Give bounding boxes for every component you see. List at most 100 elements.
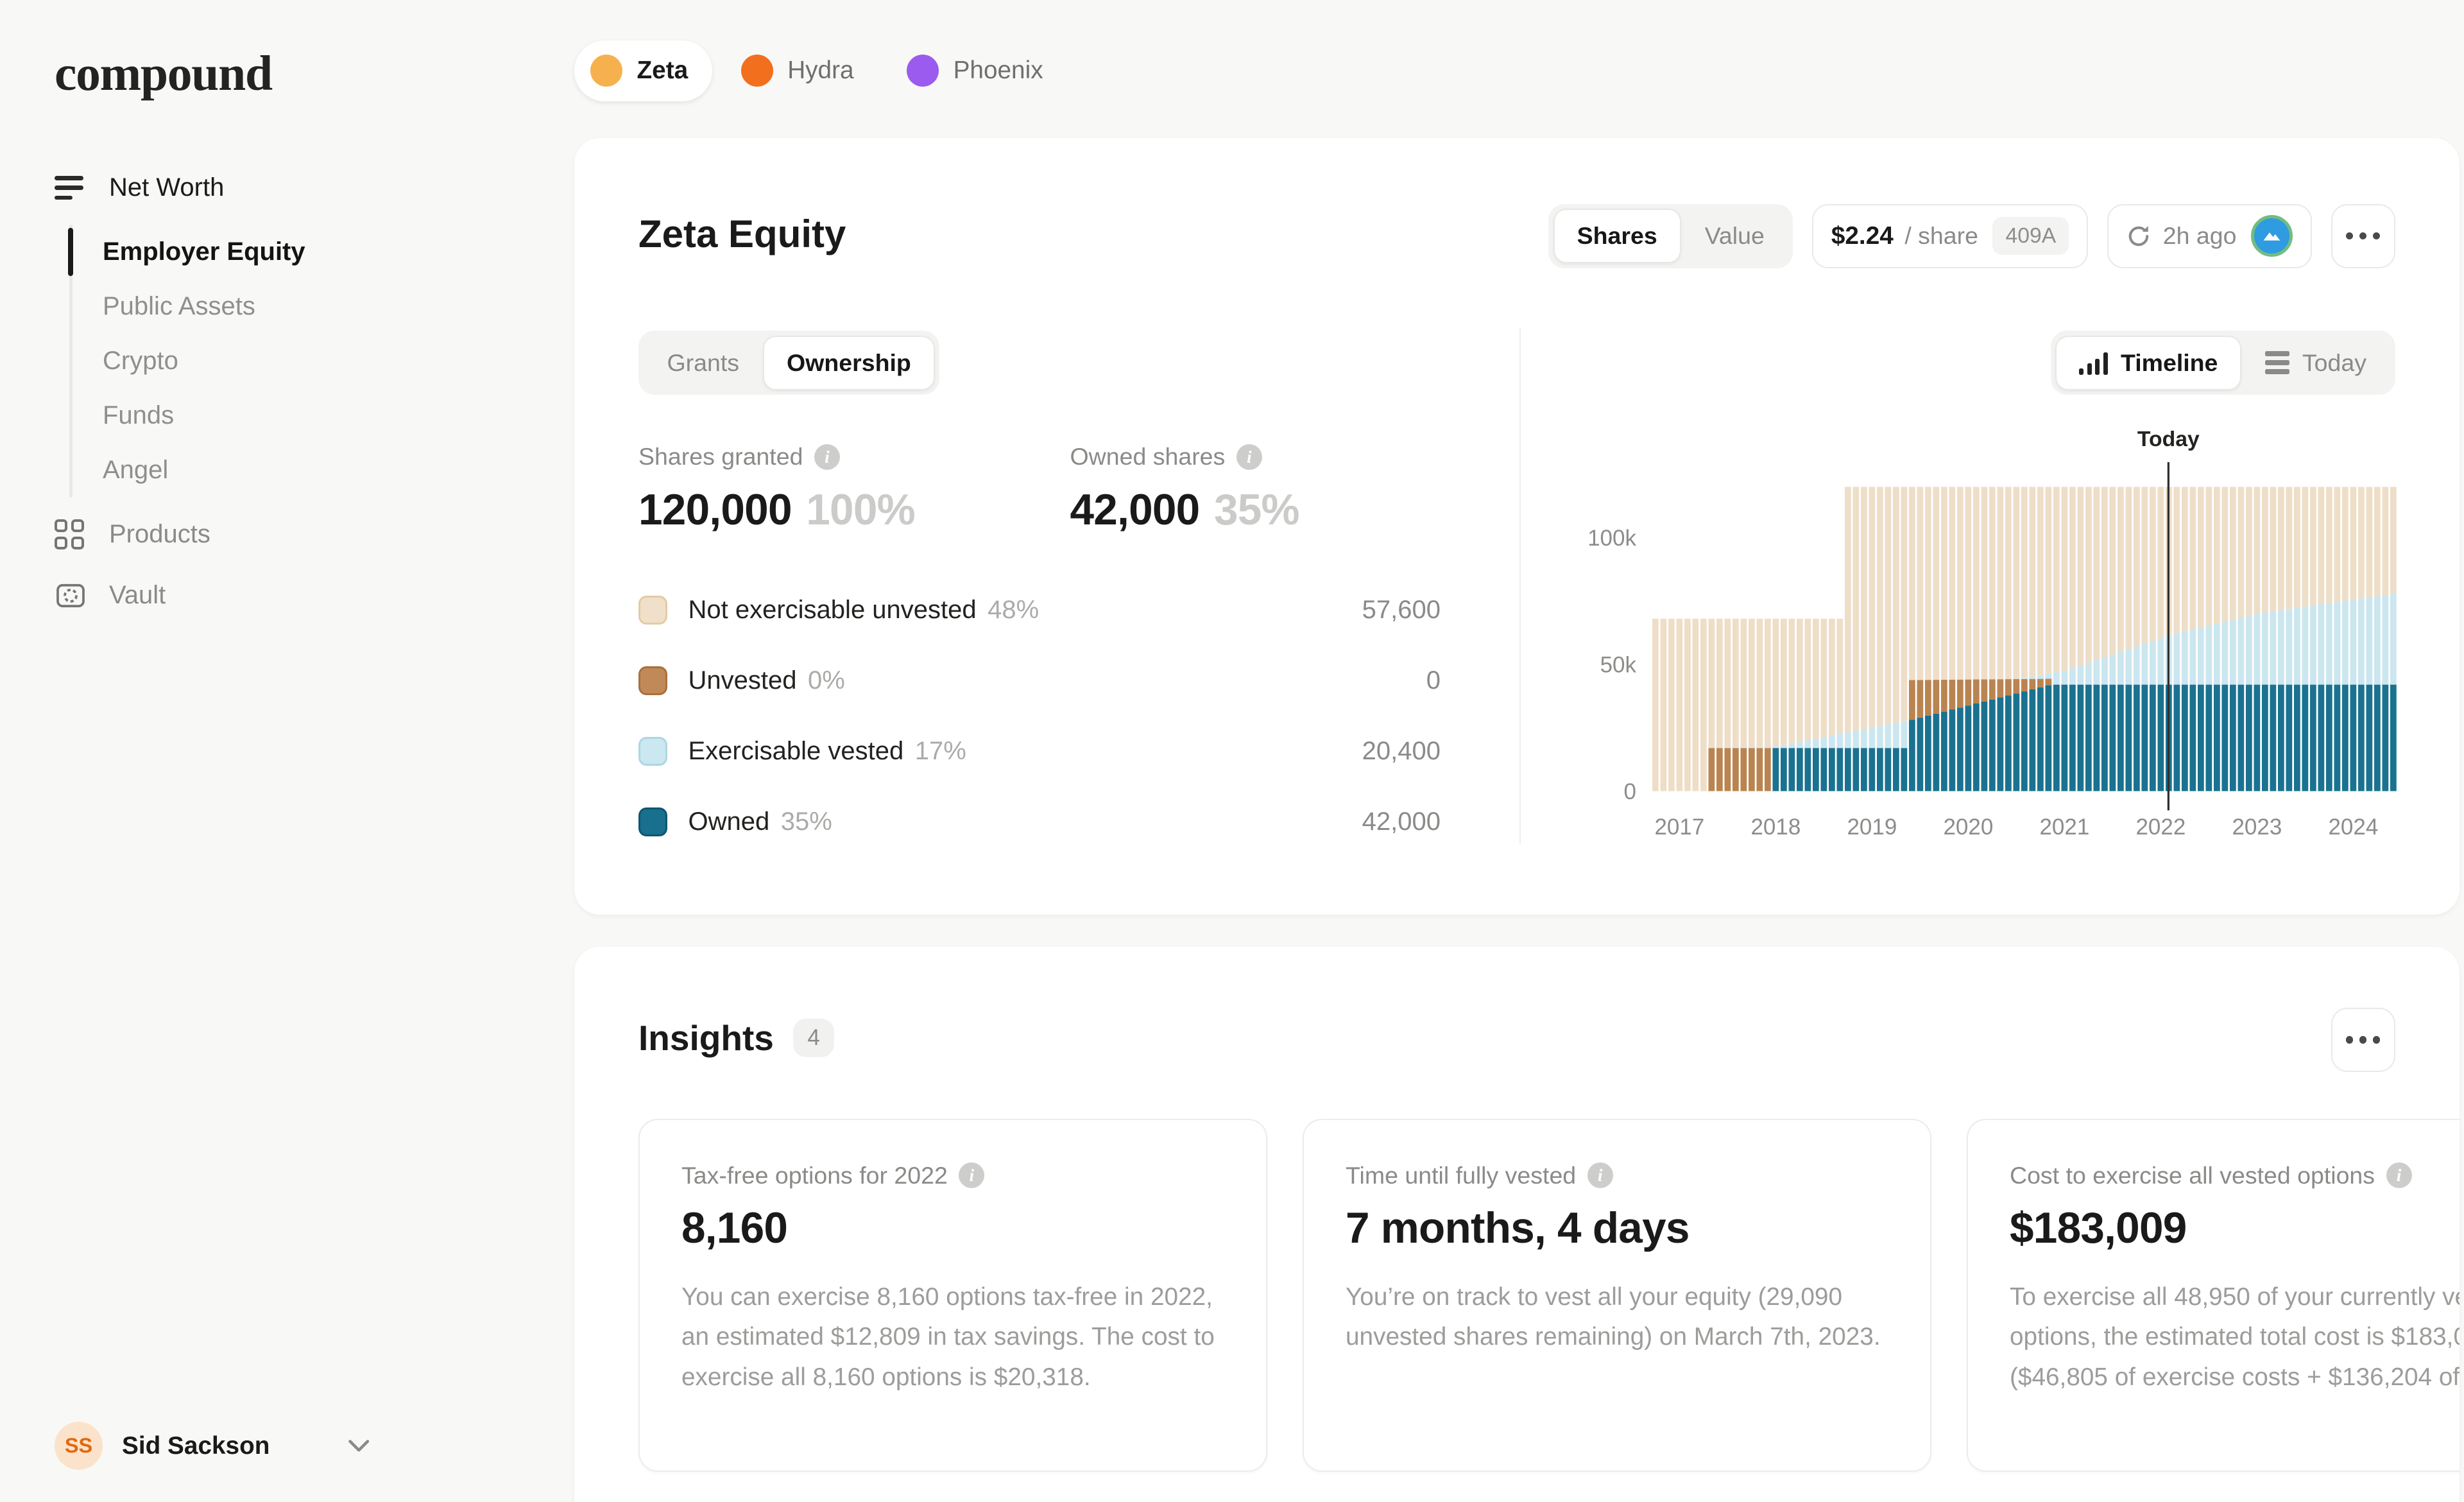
- sync-source-logo-icon: [2251, 215, 2293, 257]
- svg-text:Today: Today: [2137, 427, 2200, 451]
- sidebar-item-crypto[interactable]: Crypto: [103, 334, 359, 388]
- insight-card-cost-to-exercise[interactable]: Cost to exercise all vested options i $1…: [1967, 1119, 2460, 1472]
- tab-grants[interactable]: Grants: [644, 336, 764, 390]
- sidebar-item-public-assets[interactable]: Public Assets: [103, 279, 359, 334]
- legend-row-owned[interactable]: Owned 35% 42,000: [638, 786, 1441, 857]
- insight-card-time-until-vested[interactable]: Time until fully vested i 7 months, 4 da…: [1303, 1119, 1931, 1472]
- toggle-option-value[interactable]: Value: [1681, 209, 1788, 263]
- share-price-unit: / share: [1904, 222, 1978, 250]
- legend-label: Exercisable vested: [689, 737, 904, 766]
- company-switcher: Zeta Hydra Phoenix: [574, 40, 1067, 101]
- user-menu[interactable]: SS Sid Sackson: [55, 1422, 369, 1470]
- vertical-divider: [1519, 327, 1521, 844]
- svg-text:2023: 2023: [2232, 815, 2282, 840]
- legend-row-not-exercisable-unvested[interactable]: Not exercisable unvested 48% 57,600: [638, 574, 1441, 645]
- legend-percent: 17%: [915, 737, 966, 766]
- sidebar-item-net-worth[interactable]: Net Worth: [55, 164, 536, 212]
- svg-text:2022: 2022: [2135, 815, 2186, 840]
- app-logo[interactable]: compound: [55, 45, 272, 102]
- menu-icon: [55, 176, 87, 200]
- insights-count-badge: 4: [793, 1019, 834, 1057]
- sidebar: Net Worth Employer Equity Public Assets …: [55, 164, 536, 626]
- company-tab-phoenix[interactable]: Phoenix: [891, 40, 1067, 101]
- tab-ownership[interactable]: Ownership: [763, 336, 935, 390]
- legend-percent: 0%: [808, 666, 845, 695]
- insights-panel: Insights 4 Tax-free options for 2022 i 8…: [574, 947, 2460, 1502]
- vault-icon: [55, 580, 87, 612]
- vesting-chart-area: 050k100k20172018201920202021202220232024…: [1585, 420, 2406, 873]
- svg-text:2020: 2020: [1943, 815, 1993, 840]
- svg-text:2018: 2018: [1750, 815, 1801, 840]
- sidebar-item-label: Vault: [109, 581, 166, 610]
- insight-value: 8,160: [681, 1204, 1224, 1253]
- legend-row-unvested[interactable]: Unvested 0% 0: [638, 645, 1441, 716]
- info-icon[interactable]: i: [1587, 1162, 1613, 1188]
- stat-percent: 35%: [1214, 485, 1299, 535]
- legend-value: 20,400: [1362, 737, 1441, 766]
- info-icon[interactable]: i: [959, 1162, 984, 1188]
- nav-rail: [69, 225, 73, 497]
- company-dot-icon: [590, 55, 622, 87]
- net-worth-subnav: Employer Equity Public Assets Crypto Fun…: [69, 225, 536, 497]
- sidebar-item-vault[interactable]: Vault: [55, 565, 536, 626]
- legend-label: Not exercisable unvested: [689, 596, 977, 625]
- rows-icon: [2265, 351, 2289, 375]
- insight-body: You can exercise 8,160 options tax-free …: [681, 1277, 1230, 1398]
- svg-text:50k: 50k: [1600, 653, 1637, 678]
- equity-card: Zeta Equity Shares Value $2.24 / share 4…: [574, 138, 2460, 915]
- insight-cards: Tax-free options for 2022 i 8,160 You ca…: [638, 1119, 2460, 1472]
- active-indicator: [68, 228, 73, 276]
- svg-text:2019: 2019: [1847, 815, 1897, 840]
- toggle-option-today[interactable]: Today: [2241, 336, 2390, 390]
- stat-value: 120,000: [638, 485, 792, 535]
- svg-text:2017: 2017: [1654, 815, 1704, 840]
- insight-label: Time until fully vested: [1346, 1162, 1576, 1189]
- stat-owned-shares: Owned shares i 42,000 35%: [1070, 443, 1502, 535]
- sync-status-button[interactable]: 2h ago: [2107, 204, 2312, 268]
- equity-chart[interactable]: 050k100k20172018201920202021202220232024…: [1585, 420, 2406, 873]
- insights-more-button[interactable]: [2331, 1008, 2395, 1072]
- sidebar-item-employer-equity[interactable]: Employer Equity: [103, 225, 359, 279]
- grants-ownership-tabs: Grants Ownership: [638, 331, 939, 395]
- legend-swatch-icon: [638, 666, 667, 695]
- stat-value: 42,000: [1070, 485, 1200, 535]
- 409a-badge: 409A: [1992, 217, 2069, 255]
- company-tab-label: Phoenix: [954, 56, 1043, 85]
- user-name: Sid Sackson: [122, 1432, 329, 1460]
- legend-swatch-icon: [638, 807, 667, 836]
- sidebar-item-label: Products: [109, 520, 210, 549]
- equity-more-button[interactable]: [2331, 204, 2395, 268]
- legend-label: Owned: [689, 807, 770, 836]
- insight-label: Cost to exercise all vested options: [2010, 1162, 2375, 1189]
- toggle-option-timeline[interactable]: Timeline: [2055, 336, 2241, 390]
- toggle-option-shares[interactable]: Shares: [1553, 209, 1681, 263]
- legend-label: Unvested: [689, 666, 797, 695]
- sidebar-item-label: Net Worth: [109, 173, 224, 202]
- bar-chart-icon: [2079, 350, 2108, 375]
- chevron-down-icon: [348, 1440, 370, 1453]
- sidebar-item-products[interactable]: Products: [55, 504, 536, 565]
- refresh-icon: [2126, 223, 2152, 249]
- insight-card-tax-free-options[interactable]: Tax-free options for 2022 i 8,160 You ca…: [638, 1119, 1267, 1472]
- company-dot-icon: [907, 55, 939, 87]
- sidebar-item-angel[interactable]: Angel: [103, 443, 359, 497]
- share-price-control[interactable]: $2.24 / share 409A: [1812, 204, 2087, 268]
- toggle-label: Today: [2302, 349, 2366, 377]
- equity-stats: Shares granted i 120,000 100% Owned shar…: [638, 443, 1502, 535]
- shares-value-toggle: Shares Value: [1548, 204, 1793, 268]
- timeline-today-toggle: Timeline Today: [2051, 331, 2395, 395]
- grid-icon: [55, 519, 87, 549]
- legend-row-exercisable-vested[interactable]: Exercisable vested 17% 20,400: [638, 716, 1441, 786]
- info-icon[interactable]: i: [1236, 444, 1262, 470]
- info-icon[interactable]: i: [814, 444, 840, 470]
- stat-shares-granted: Shares granted i 120,000 100%: [638, 443, 1070, 535]
- legend-swatch-icon: [638, 737, 667, 766]
- company-tab-hydra[interactable]: Hydra: [725, 40, 878, 101]
- company-tab-zeta[interactable]: Zeta: [574, 40, 712, 101]
- app-root: compound Net Worth Employer Equity Publi…: [0, 0, 2464, 1502]
- stat-percent: 100%: [806, 485, 915, 535]
- legend-percent: 35%: [781, 807, 832, 836]
- ownership-breakdown: Not exercisable unvested 48% 57,600 Unve…: [638, 574, 1441, 857]
- info-icon[interactable]: i: [2386, 1162, 2412, 1188]
- sidebar-item-funds[interactable]: Funds: [103, 388, 359, 443]
